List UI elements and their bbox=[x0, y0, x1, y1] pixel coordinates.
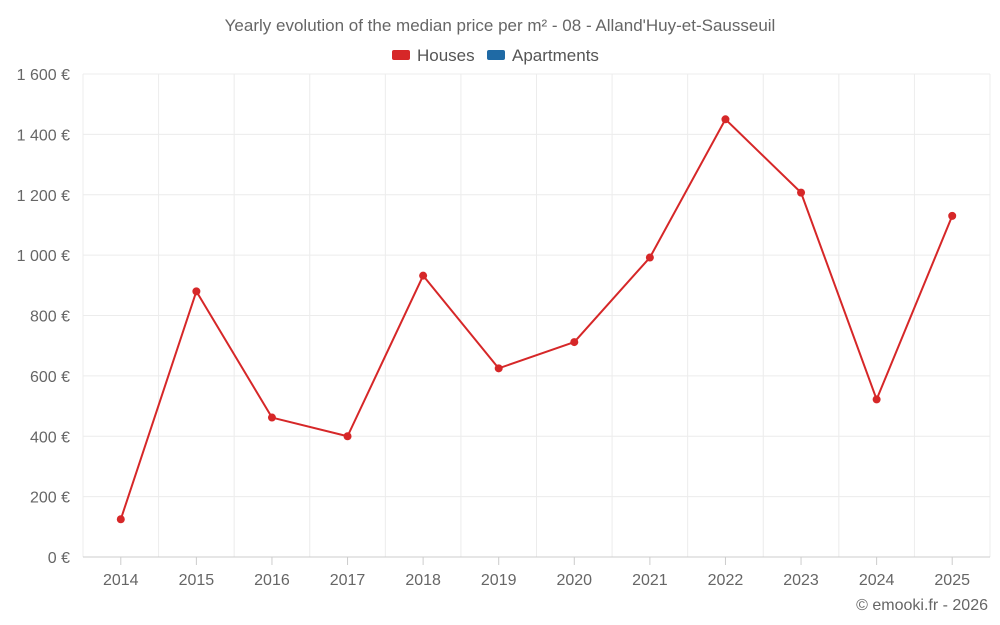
x-axis-ticks bbox=[120, 557, 953, 565]
x-tick-label: 2023 bbox=[783, 572, 819, 589]
x-tick-label: 2024 bbox=[859, 572, 895, 589]
y-tick-label: 400 € bbox=[30, 429, 70, 446]
legend-swatch-houses bbox=[392, 50, 410, 60]
y-tick-label: 0 € bbox=[48, 550, 70, 567]
x-tick-label: 2025 bbox=[934, 572, 970, 589]
x-tick-label: 2017 bbox=[330, 572, 366, 589]
x-tick-label: 2014 bbox=[103, 572, 139, 589]
data-point[interactable] bbox=[872, 395, 881, 404]
plot-area bbox=[116, 115, 957, 524]
data-point[interactable] bbox=[267, 413, 276, 422]
legend: Houses Apartments bbox=[392, 46, 599, 65]
legend-label-houses: Houses bbox=[417, 46, 475, 65]
chart-title: Yearly evolution of the median price per… bbox=[225, 16, 776, 35]
series-houses bbox=[116, 115, 957, 524]
x-tick-label: 2020 bbox=[556, 572, 592, 589]
y-axis-labels: 0 € 200 € 400 € 600 € 800 € 1 000 € 1 200 € 1 4… bbox=[17, 67, 70, 567]
x-tick-label: 2016 bbox=[254, 572, 290, 589]
legend-swatch-apartments bbox=[487, 50, 505, 60]
x-tick-label: 2015 bbox=[179, 572, 215, 589]
data-point[interactable] bbox=[494, 364, 503, 373]
x-gridlines bbox=[82, 74, 991, 557]
x-tick-label: 2018 bbox=[405, 572, 441, 589]
x-tick-label: 2021 bbox=[632, 572, 668, 589]
legend-label-apartments: Apartments bbox=[512, 46, 599, 65]
data-point[interactable] bbox=[192, 287, 201, 296]
data-point[interactable] bbox=[948, 211, 957, 220]
data-point[interactable] bbox=[116, 515, 125, 524]
credit-text: © emooki.fr - 2026 bbox=[856, 597, 988, 614]
x-tick-label: 2019 bbox=[481, 572, 517, 589]
x-tick-label: 2022 bbox=[708, 572, 744, 589]
data-point[interactable] bbox=[645, 253, 654, 262]
data-point[interactable] bbox=[419, 271, 428, 280]
y-tick-label: 1 000 € bbox=[17, 248, 70, 265]
legend-item-houses[interactable]: Houses bbox=[392, 46, 475, 65]
y-tick-label: 800 € bbox=[30, 309, 70, 326]
data-point[interactable] bbox=[343, 432, 352, 441]
data-point[interactable] bbox=[721, 115, 730, 124]
y-tick-label: 1 200 € bbox=[17, 188, 70, 205]
y-tick-label: 200 € bbox=[30, 490, 70, 507]
legend-item-apartments[interactable]: Apartments bbox=[487, 46, 599, 65]
data-point[interactable] bbox=[570, 338, 579, 347]
series-line-houses bbox=[119, 118, 954, 520]
y-tick-label: 1 400 € bbox=[17, 127, 70, 144]
data-point[interactable] bbox=[797, 188, 806, 197]
y-tick-label: 600 € bbox=[30, 369, 70, 386]
x-axis-labels: 2014 2015 2016 2017 2018 2019 2020 2021 2022 2023… bbox=[103, 572, 970, 589]
y-tick-label: 1 600 € bbox=[17, 67, 70, 84]
